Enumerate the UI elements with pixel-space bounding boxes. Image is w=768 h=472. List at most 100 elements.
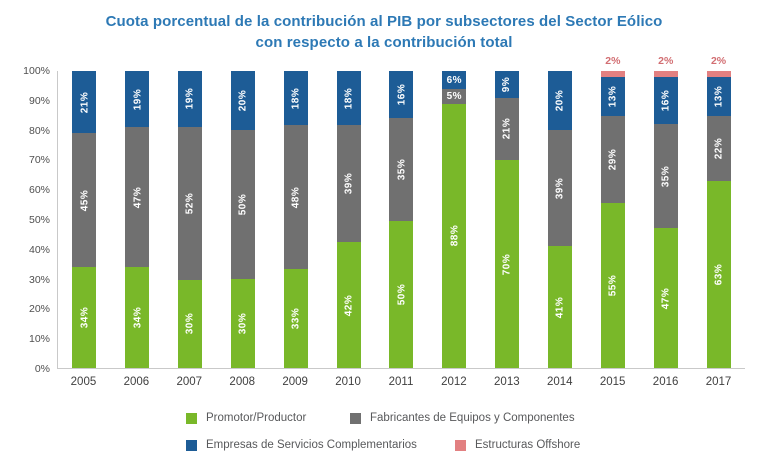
bar-segment: 34% xyxy=(72,267,96,368)
bar-segment: 63% xyxy=(707,181,731,368)
bar-slot-2009: 18% 48% 33% xyxy=(269,71,322,368)
bar-segment: 50% xyxy=(389,221,413,368)
x-tick-label-2009: 2009 xyxy=(269,376,322,388)
bar-segment: 20% xyxy=(548,71,572,130)
bar-segment: 41% xyxy=(548,246,572,368)
segment-value-label: 42% xyxy=(343,294,354,316)
chart-canvas: Cuota porcentual de la contribución al P… xyxy=(0,0,768,472)
legend-swatch-promotor xyxy=(186,413,197,424)
segment-value-label: 20% xyxy=(237,90,248,112)
bar-slot-2013: 9% 21% 70% xyxy=(481,71,534,368)
legend-item-servicios: Empresas de Servicios Complementarios xyxy=(186,438,417,452)
bar-segment: 19% xyxy=(178,71,202,127)
plot-area: 21% 45% 34% 19% 47% 34% 19%52%30% 20% 50% 30% 18% 4… xyxy=(57,71,745,369)
segment-value-label: 34% xyxy=(132,307,143,329)
segment-value-label: 63% xyxy=(713,264,724,286)
segment-value-label: 29% xyxy=(607,149,618,171)
segment-value-label: 70% xyxy=(502,253,513,275)
segment-value-label: 30% xyxy=(237,313,248,335)
offshore-value-label: 2% xyxy=(658,55,673,67)
chart-title-line1: Cuota porcentual de la contribución al P… xyxy=(0,11,768,32)
x-tick-label-2015: 2015 xyxy=(586,376,639,388)
x-tick-label-2014: 2014 xyxy=(533,376,586,388)
segment-value-label: 21% xyxy=(502,118,513,140)
y-tick-label: 20% xyxy=(29,303,50,315)
bar-segment: 35% xyxy=(654,124,678,228)
y-tick-label: 40% xyxy=(29,244,50,256)
bar-segment: 35% xyxy=(389,118,413,221)
bar-segment: 33% xyxy=(284,269,308,368)
x-tick-label-2017: 2017 xyxy=(692,376,745,388)
segment-value-label: 35% xyxy=(660,166,671,188)
x-tick-label-2008: 2008 xyxy=(216,376,269,388)
segment-value-label: 20% xyxy=(555,90,566,112)
segment-value-label: 19% xyxy=(132,88,143,110)
segment-value-label: 13% xyxy=(607,86,618,108)
bar-segment: 20% xyxy=(231,71,255,130)
bar-slot-2012: 6% 5% 88% xyxy=(428,71,481,368)
y-tick-label: 50% xyxy=(29,214,50,226)
segment-value-label: 16% xyxy=(660,90,671,112)
legend-swatch-servicios xyxy=(186,440,197,451)
bar-segment: 88% xyxy=(442,104,466,368)
legend-label-fabricantes: Fabricantes de Equipos y Componentes xyxy=(370,412,575,424)
bar-segment: 50% xyxy=(231,130,255,279)
segment-value-label: 33% xyxy=(290,308,301,330)
legend-label-promotor: Promotor/Productor xyxy=(206,412,306,424)
bar-segment: 30% xyxy=(178,280,202,368)
bar-segment: 13% xyxy=(707,77,731,116)
chart-title: Cuota porcentual de la contribución al P… xyxy=(0,11,768,53)
x-axis-labels: 2005200620072008200920102011201220132014… xyxy=(57,376,745,388)
segment-value-label: 21% xyxy=(79,91,90,113)
x-tick-label-2013: 2013 xyxy=(480,376,533,388)
stacked-bar-2011: 16%35%50% xyxy=(389,71,413,368)
y-tick-label: 0% xyxy=(35,363,50,375)
bar-slot-2008: 20% 50% 30% xyxy=(217,71,270,368)
bar-slot-2010: 18%39%42% xyxy=(322,71,375,368)
segment-value-label: 13% xyxy=(713,85,724,107)
bar-segment: 21% xyxy=(72,71,96,133)
segment-value-label: 18% xyxy=(290,87,301,109)
bar-segment: 45% xyxy=(72,133,96,267)
y-tick-label: 80% xyxy=(29,125,50,137)
bar-slot-2015: 2%13%29%55% xyxy=(586,71,639,368)
y-tick-label: 90% xyxy=(29,95,50,107)
bar-segment: 47% xyxy=(125,127,149,267)
y-axis-labels: 100%90%80%70%60%50%40%30%20%10%0% xyxy=(0,71,50,369)
bar-segment: 30% xyxy=(231,279,255,368)
bar-slot-2007: 19%52%30% xyxy=(164,71,217,368)
bar-segment: 9% xyxy=(495,71,519,98)
segment-value-label: 39% xyxy=(343,173,354,195)
bar-segment: 19% xyxy=(125,71,149,127)
bar-segment: 48% xyxy=(284,125,308,269)
bar-segment: 22% xyxy=(707,116,731,181)
x-tick-label-2012: 2012 xyxy=(427,376,480,388)
x-tick-label-2011: 2011 xyxy=(375,376,428,388)
stacked-bar-2012: 6% 5% 88% xyxy=(442,71,466,368)
x-tick-label-2007: 2007 xyxy=(163,376,216,388)
segment-value-label: 48% xyxy=(290,186,301,208)
legend-swatch-fabricantes xyxy=(350,413,361,424)
segment-value-label: 39% xyxy=(555,178,566,200)
x-tick-label-2005: 2005 xyxy=(57,376,110,388)
segment-value-label: 50% xyxy=(396,284,407,306)
segment-value-label: 5% xyxy=(447,91,462,102)
stacked-bar-2016: 2%16%35%47% xyxy=(654,71,678,368)
y-tick-label: 30% xyxy=(29,274,50,286)
offshore-value-label: 2% xyxy=(605,55,620,67)
bar-segment: 39% xyxy=(337,125,361,242)
segment-value-label: 55% xyxy=(607,275,618,297)
y-tick-label: 60% xyxy=(29,184,50,196)
segment-value-label: 9% xyxy=(502,77,513,92)
bar-segment: 55% xyxy=(601,203,625,368)
legend-label-offshore: Estructuras Offshore xyxy=(475,439,580,451)
y-tick-label: 10% xyxy=(29,333,50,345)
segment-value-label: 45% xyxy=(79,189,90,211)
legend-item-promotor: Promotor/Productor xyxy=(186,411,306,425)
x-tick-label-2010: 2010 xyxy=(322,376,375,388)
stacked-bar-2005: 21% 45% 34% xyxy=(72,71,96,368)
bar-slot-2006: 19% 47% 34% xyxy=(111,71,164,368)
bar-segment: 16% xyxy=(654,77,678,125)
y-tick-label: 70% xyxy=(29,154,50,166)
segment-value-label: 6% xyxy=(447,75,462,86)
